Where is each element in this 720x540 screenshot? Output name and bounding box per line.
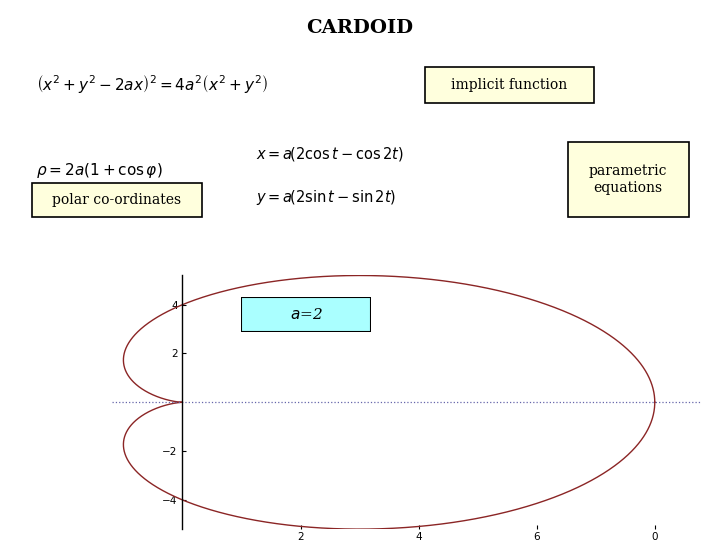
- Text: $\left(x^2+y^2-2ax\right)^2=4a^2\left(x^2+y^2\right)$: $\left(x^2+y^2-2ax\right)^2=4a^2\left(x^…: [36, 73, 268, 94]
- Text: $\rho=2a\left(1+\cos\varphi\right)$: $\rho=2a\left(1+\cos\varphi\right)$: [36, 160, 163, 180]
- Text: $\mathit{a}$=2: $\mathit{a}$=2: [290, 307, 323, 322]
- Text: $y=a\!\left(2\sin t-\sin 2t\right)$: $y=a\!\left(2\sin t-\sin 2t\right)$: [256, 187, 396, 207]
- FancyBboxPatch shape: [241, 298, 372, 332]
- Text: $x=a\!\left(2\cos t-\cos 2t\right)$: $x=a\!\left(2\cos t-\cos 2t\right)$: [256, 145, 403, 163]
- FancyBboxPatch shape: [568, 142, 688, 217]
- FancyBboxPatch shape: [425, 67, 594, 103]
- Text: parametric
equations: parametric equations: [589, 165, 667, 194]
- Text: CARDOID: CARDOID: [307, 19, 413, 37]
- Text: polar co-ordinates: polar co-ordinates: [53, 193, 181, 207]
- Text: implicit function: implicit function: [451, 78, 567, 92]
- FancyBboxPatch shape: [32, 183, 202, 217]
